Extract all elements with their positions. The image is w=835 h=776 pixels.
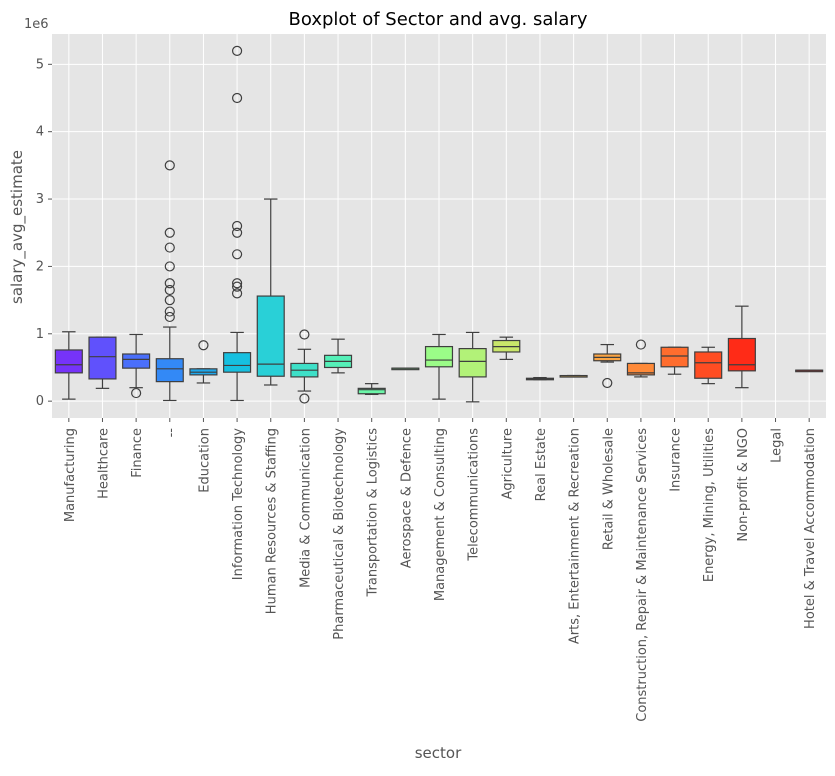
box-0	[54, 331, 83, 400]
y-tick-label: 3	[36, 192, 44, 207]
y-tick-label: 0	[36, 394, 44, 409]
x-tick-label: Telecommunications	[467, 428, 482, 562]
x-axis-ticks: Manufacturing Healthcare Finance -- Educatio…	[63, 418, 818, 722]
outlier-point	[231, 220, 243, 232]
box-9	[357, 383, 386, 396]
box-11	[424, 333, 454, 400]
y-tick-label: 2	[36, 259, 44, 274]
box-iqr	[54, 349, 83, 374]
outlier-point	[231, 281, 243, 292]
chart-title: Boxplot of Sector and avg. salary	[289, 9, 588, 30]
box-4	[189, 340, 218, 384]
box-iqr	[626, 362, 655, 376]
x-tick-label: Manufacturing	[63, 428, 78, 522]
y-tick-label: 5	[36, 57, 44, 72]
outlier-point	[231, 227, 243, 238]
x-tick-label: Media & Communication	[298, 428, 313, 588]
box-iqr	[694, 351, 723, 379]
outlier-point	[164, 261, 175, 272]
box-iqr	[88, 336, 117, 380]
x-tick-label: Transportation & Logistics	[366, 428, 381, 598]
outlier-point	[602, 377, 613, 389]
box-iqr	[727, 337, 756, 372]
box-iqr	[660, 346, 689, 368]
box-7	[290, 329, 319, 404]
boxes	[54, 45, 824, 404]
y-tick-label: 1	[36, 327, 44, 342]
x-tick-label: Real Estate	[534, 428, 549, 501]
x-tick-label: Non-profit & NGO	[736, 428, 751, 542]
x-tick-label: Hotel & Travel Accommodation	[803, 428, 818, 629]
y-axis-ticks: 0 1 2 3 4 5	[36, 57, 52, 409]
box-19	[694, 346, 723, 385]
box-12	[458, 331, 487, 403]
outlier-point	[299, 393, 310, 404]
x-tick-label: Arts, Entertainment & Recreation	[568, 428, 583, 644]
box-iqr	[424, 345, 454, 368]
x-tick-label: Education	[197, 428, 212, 493]
outlier-point	[164, 160, 175, 171]
outlier-point	[164, 284, 175, 296]
box-22	[795, 369, 824, 373]
y-axis-offset-label: 1e6	[24, 17, 49, 32]
x-tick-label: Information Technology	[231, 428, 246, 581]
box-3	[155, 160, 184, 402]
x-tick-label: Insurance	[669, 428, 684, 492]
x-tick-label: Legal	[770, 428, 785, 463]
y-axis-label: salary_avg_estimate	[8, 150, 27, 304]
x-tick-label: Aerospace & Defence	[399, 428, 414, 568]
x-tick-label: --	[164, 428, 179, 438]
box-iqr	[155, 358, 184, 383]
box-2	[122, 333, 151, 399]
box-8	[323, 338, 353, 374]
outlier-point	[231, 288, 243, 299]
box-5	[223, 45, 252, 402]
box-14	[525, 376, 555, 381]
outlier-point	[164, 295, 175, 306]
outlier-point	[164, 227, 175, 238]
x-tick-label: Finance	[130, 428, 145, 478]
box-18	[660, 346, 689, 375]
box-16	[593, 343, 622, 389]
box-iqr	[223, 352, 252, 373]
box-20	[727, 305, 756, 389]
box-13	[492, 336, 521, 360]
x-tick-label: Agriculture	[500, 428, 515, 500]
outlier-point	[164, 306, 175, 317]
x-tick-label: Management & Consulting	[433, 428, 448, 601]
y-tick-label: 4	[36, 125, 44, 140]
x-tick-label: Construction, Repair & Maintenance Servi…	[635, 428, 650, 722]
outlier-point	[231, 45, 243, 56]
x-tick-label: Healthcare	[96, 428, 111, 499]
box-1	[88, 336, 117, 389]
x-tick-label: Pharmaceutical & Biotechnology	[332, 428, 347, 640]
outlier-point	[299, 329, 310, 340]
box-17	[626, 339, 655, 378]
outlier-point	[231, 249, 243, 260]
outlier-point	[231, 92, 243, 104]
x-axis-label: sector	[415, 744, 462, 762]
outlier-point	[164, 278, 175, 289]
x-tick-label: Human Resources & Staffing	[265, 428, 280, 614]
outlier-point	[164, 242, 175, 253]
outlier-point	[131, 387, 142, 399]
box-15	[559, 374, 588, 378]
box-iqr	[458, 348, 487, 378]
box-iqr	[122, 353, 151, 369]
box-6	[256, 198, 285, 386]
outlier-point	[635, 339, 647, 350]
outlier-point	[164, 311, 175, 323]
x-tick-label: Retail & Wholesale	[601, 428, 616, 550]
box-iqr	[357, 387, 386, 395]
box-iqr	[256, 295, 285, 377]
outlier-point	[231, 278, 243, 289]
outlier-point	[198, 340, 209, 351]
box-10	[391, 367, 420, 371]
x-tick-label: Energy, Mining, Utilities	[702, 428, 717, 582]
